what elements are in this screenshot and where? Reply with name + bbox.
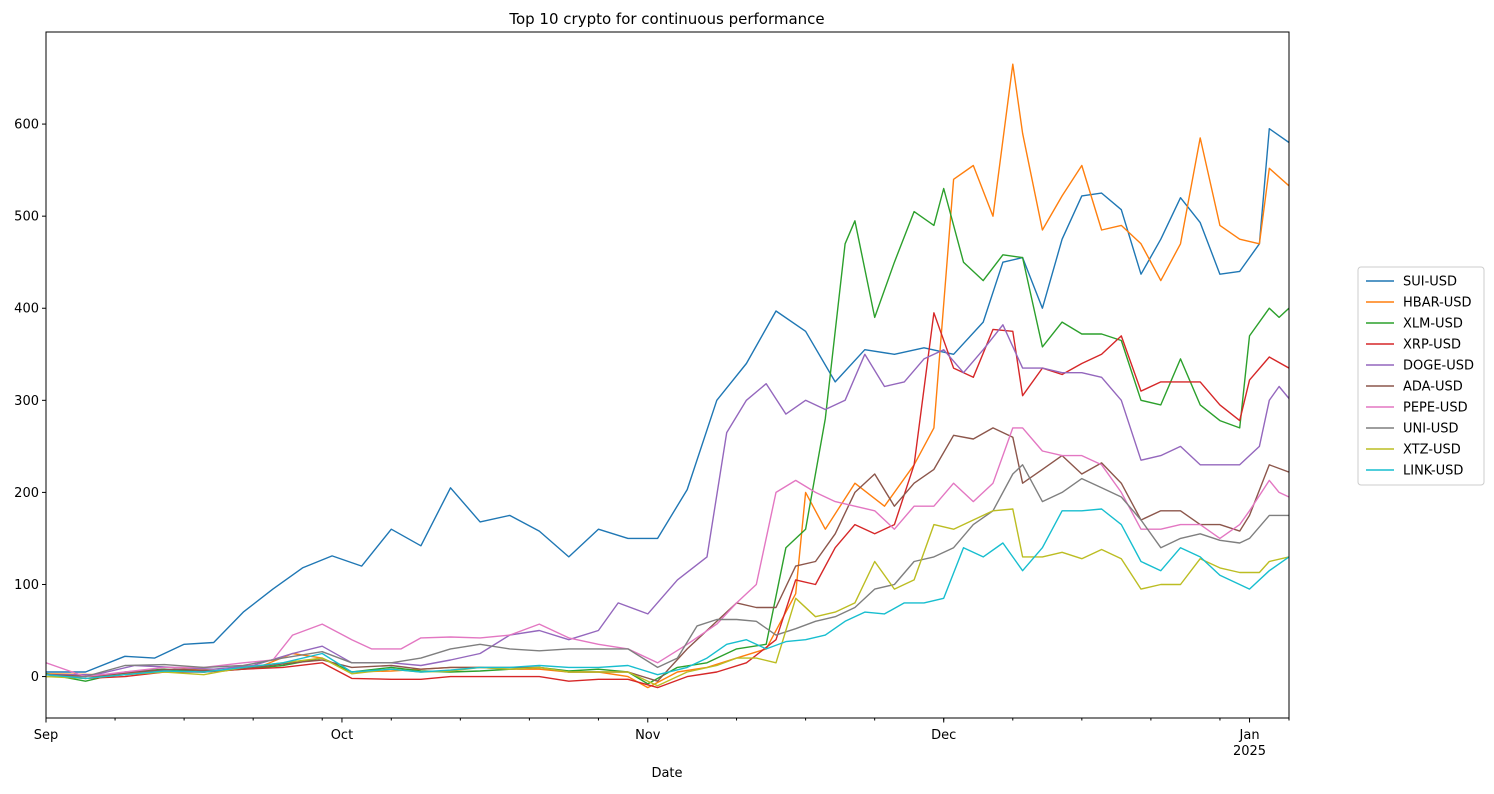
series-line-sui-usd [46, 127, 1289, 673]
series-line-pepe-usd [46, 427, 1289, 678]
series-line-uni-usd [46, 464, 1289, 678]
legend-label: UNI-USD [1403, 422, 1459, 437]
y-tick-label: 0 [31, 670, 39, 685]
legend-label: PEPE-USD [1403, 401, 1468, 416]
legend-label: HBAR-USD [1403, 296, 1472, 311]
y-tick-label: 200 [14, 486, 39, 501]
x-tick-label: Jan [1239, 728, 1260, 743]
y-tick-label: 500 [14, 210, 39, 225]
x-tick-label: Sep [34, 728, 59, 743]
x-axis-label: Date [651, 766, 682, 781]
series-line-xtz-usd [46, 508, 1289, 687]
x-tick-label: Nov [635, 728, 661, 743]
y-tick-label: 600 [14, 118, 39, 133]
x-tick-label: Dec [931, 728, 956, 743]
y-tick-label: 400 [14, 302, 39, 317]
x-tick-sublabel: 2025 [1233, 744, 1266, 759]
legend-label: LINK-USD [1403, 464, 1463, 479]
legend: SUI-USD HBAR-USD XLM-USD XRP-USD DOGE-USD ADA… [1357, 266, 1485, 486]
legend-box [1357, 266, 1485, 486]
legend-label: XTZ-USD [1403, 443, 1461, 458]
legend-label: ADA-USD [1403, 380, 1463, 395]
series-line-xlm-usd [46, 187, 1289, 685]
series-line-ada-usd [46, 427, 1289, 682]
legend-label: SUI-USD [1403, 275, 1457, 290]
chart-title: Top 10 crypto for continuous performance [508, 10, 824, 28]
x-tick-label: Oct [331, 728, 353, 743]
y-tick-label: 100 [14, 578, 39, 593]
series-line-xrp-usd [46, 312, 1289, 689]
series-line-link-usd [46, 508, 1289, 680]
legend-label: XRP-USD [1403, 338, 1461, 353]
legend-label: XLM-USD [1403, 317, 1463, 332]
y-axis: 0 100 200 300 400 500 600 [14, 118, 46, 685]
y-tick-label: 300 [14, 394, 39, 409]
legend-label: DOGE-USD [1403, 359, 1474, 374]
